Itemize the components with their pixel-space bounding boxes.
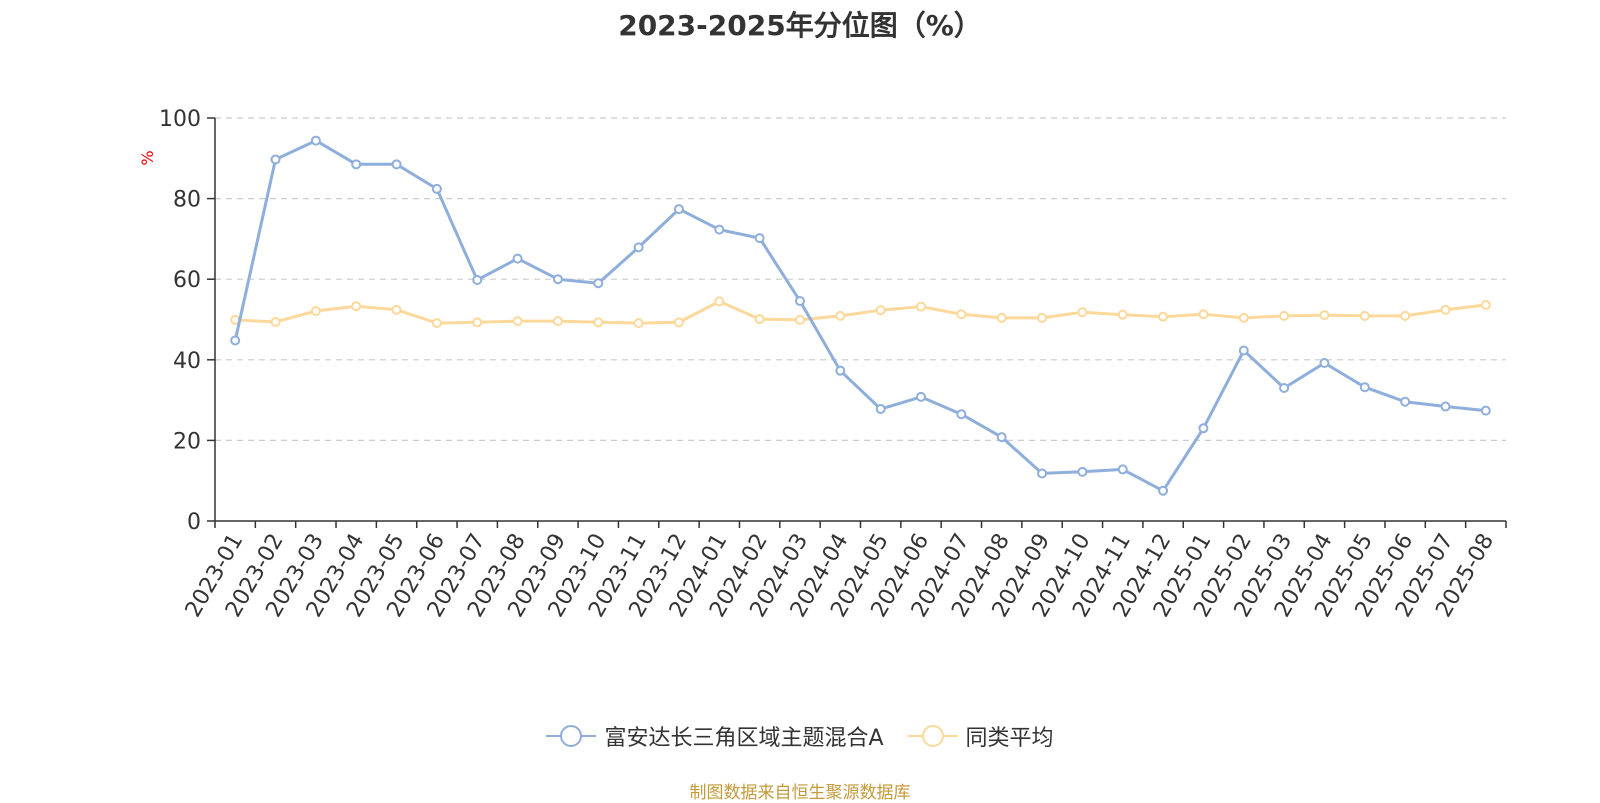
data-point-0-18 xyxy=(956,409,967,420)
data-point-1-26 xyxy=(1279,310,1290,321)
data-point-1-4 xyxy=(391,304,402,315)
data-point-1-9 xyxy=(593,317,604,328)
data-point-0-16 xyxy=(875,403,886,414)
data-point-0-2 xyxy=(310,135,321,146)
data-point-0-14 xyxy=(794,295,805,306)
data-point-1-3 xyxy=(351,301,362,312)
data-point-1-12 xyxy=(714,296,725,307)
data-point-0-6 xyxy=(472,275,483,286)
data-point-0-25 xyxy=(1238,345,1249,356)
data-point-1-21 xyxy=(1077,307,1088,318)
data-point-1-16 xyxy=(875,305,886,316)
data-point-0-4 xyxy=(391,159,402,170)
axes: 0204060801002023-012023-022023-032023-04… xyxy=(159,107,1507,622)
series-line-0 xyxy=(233,139,1486,493)
data-point-0-17 xyxy=(916,391,927,402)
y-tick-label-0: 0 xyxy=(187,510,201,535)
data-point-1-31 xyxy=(1480,299,1491,310)
data-point-1-2 xyxy=(310,306,321,317)
data-point-1-28 xyxy=(1359,310,1370,321)
data-point-0-8 xyxy=(552,274,563,285)
data-point-0-28 xyxy=(1359,382,1370,393)
data-point-0-15 xyxy=(835,365,846,376)
data-point-0-5 xyxy=(431,183,442,194)
legend-label-average: 同类平均 xyxy=(965,726,1054,751)
data-point-0-13 xyxy=(754,233,765,244)
data-point-1-17 xyxy=(916,301,927,312)
series-0 xyxy=(230,135,1491,496)
data-point-1-19 xyxy=(996,312,1007,323)
legend-label-fund: 富安达长三角区域主题混合A xyxy=(604,726,884,751)
y-tick-label-100: 100 xyxy=(159,107,201,132)
y-tick-label-80: 80 xyxy=(173,188,201,213)
data-point-0-23 xyxy=(1158,485,1169,496)
data-point-1-20 xyxy=(1037,312,1048,323)
data-point-1-30 xyxy=(1440,304,1451,315)
chart-title: 2023-2025年分位图（%） xyxy=(618,9,982,42)
series xyxy=(230,135,1491,496)
data-point-0-0 xyxy=(230,335,241,346)
data-point-1-23 xyxy=(1158,311,1169,322)
data-point-0-22 xyxy=(1117,464,1128,475)
data-point-1-15 xyxy=(835,310,846,321)
data-point-0-10 xyxy=(633,242,644,253)
data-point-1-22 xyxy=(1117,309,1128,320)
series-line-1 xyxy=(235,299,1486,325)
data-point-0-21 xyxy=(1077,466,1088,477)
data-point-1-29 xyxy=(1400,310,1411,321)
legend-item-fund[interactable]: 富安达长三角区域主题混合A xyxy=(546,720,884,752)
data-point-1-18 xyxy=(956,309,967,320)
data-point-0-7 xyxy=(512,253,523,264)
data-point-0-19 xyxy=(996,432,1007,443)
data-point-0-1 xyxy=(270,154,281,165)
legend-item-average[interactable]: 同类平均 xyxy=(907,720,1054,752)
legend: 富安达长三角区域主题混合A 同类平均 xyxy=(0,720,1600,752)
data-point-1-13 xyxy=(754,314,765,325)
data-point-1-5 xyxy=(431,318,442,329)
legend-marker-average xyxy=(907,725,958,747)
data-point-0-26 xyxy=(1279,383,1290,394)
y-axis-label: % xyxy=(138,150,157,165)
y-tick-label-20: 20 xyxy=(173,429,201,454)
data-point-1-27 xyxy=(1319,310,1330,321)
data-point-1-1 xyxy=(270,316,281,327)
data-point-0-9 xyxy=(593,278,604,289)
data-point-0-20 xyxy=(1037,468,1048,479)
legend-marker-fund xyxy=(546,725,597,747)
data-point-0-11 xyxy=(673,204,684,215)
data-point-1-7 xyxy=(512,316,523,327)
data-point-1-6 xyxy=(472,317,483,328)
data-point-1-8 xyxy=(552,316,563,327)
data-point-0-3 xyxy=(351,159,362,170)
source-note: 制图数据来自恒生聚源数据库 xyxy=(689,783,911,803)
data-point-0-31 xyxy=(1480,405,1491,416)
y-tick-label-40: 40 xyxy=(173,349,201,374)
data-point-0-30 xyxy=(1440,401,1451,412)
data-point-1-24 xyxy=(1198,309,1209,320)
series-1 xyxy=(230,296,1491,329)
data-point-0-12 xyxy=(714,224,725,235)
data-point-0-29 xyxy=(1400,396,1411,407)
grid-lines xyxy=(215,117,1506,441)
data-point-1-11 xyxy=(673,317,684,328)
data-point-1-10 xyxy=(633,318,644,329)
data-point-1-14 xyxy=(794,314,805,325)
y-tick-label-60: 60 xyxy=(173,268,201,293)
data-point-0-24 xyxy=(1198,423,1209,434)
data-point-0-27 xyxy=(1319,358,1330,369)
data-point-1-25 xyxy=(1238,312,1249,323)
